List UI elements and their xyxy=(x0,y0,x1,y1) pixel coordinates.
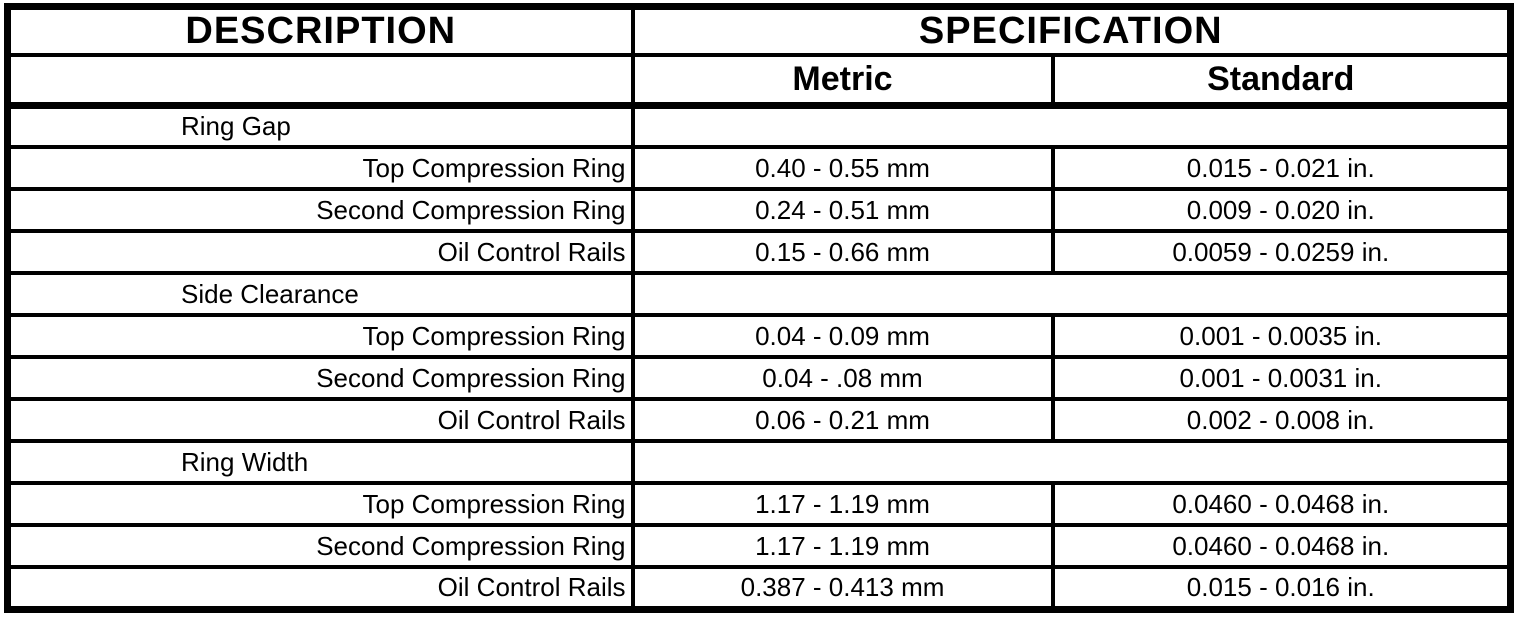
standard-value-cell: 0.009 - 0.020 in. xyxy=(1050,187,1513,233)
category-row-ring-width: Ring Width xyxy=(5,439,1513,485)
category-row-side-clearance: Side Clearance xyxy=(5,271,1513,317)
table-row: Oil Control Rails 0.387 - 0.413 mm 0.015… xyxy=(5,565,1513,611)
standard-value-cell: 0.0460 - 0.0468 in. xyxy=(1050,523,1513,569)
empty-cell xyxy=(5,53,635,109)
category-label: Side Clearance xyxy=(5,271,635,317)
item-label: Second Compression Ring xyxy=(5,523,635,569)
empty-cell xyxy=(630,271,1513,317)
metric-value-cell: 0.24 - 0.51 mm xyxy=(630,187,1055,233)
category-row-ring-gap: Ring Gap xyxy=(5,103,1513,149)
empty-cell xyxy=(630,103,1513,149)
item-label: Oil Control Rails xyxy=(5,565,635,611)
metric-value-cell: 1.17 - 1.19 mm xyxy=(630,481,1055,527)
metric-value-cell: 0.06 - 0.21 mm xyxy=(630,397,1055,443)
item-label: Top Compression Ring xyxy=(5,313,635,359)
item-label: Second Compression Ring xyxy=(5,355,635,401)
specification-header-cell: SPECIFICATION xyxy=(630,4,1513,57)
item-label: Top Compression Ring xyxy=(5,145,635,191)
standard-value-cell: 0.015 - 0.021 in. xyxy=(1050,145,1513,191)
header-row-main: DESCRIPTION SPECIFICATION xyxy=(5,4,1513,57)
standard-value-cell: 0.015 - 0.016 in. xyxy=(1050,565,1513,611)
category-label: Ring Gap xyxy=(5,103,635,149)
piston-ring-specifications-table: DESCRIPTION SPECIFICATION Metric Standar… xyxy=(4,3,1514,613)
item-label: Top Compression Ring xyxy=(5,481,635,527)
item-label: Second Compression Ring xyxy=(5,187,635,233)
metric-value-cell: 0.40 - 0.55 mm xyxy=(630,145,1055,191)
table-row: Top Compression Ring 0.40 - 0.55 mm 0.01… xyxy=(5,145,1513,191)
standard-value-cell: 0.0460 - 0.0468 in. xyxy=(1050,481,1513,527)
table-row: Second Compression Ring 0.24 - 0.51 mm 0… xyxy=(5,187,1513,233)
table-row: Top Compression Ring 1.17 - 1.19 mm 0.04… xyxy=(5,481,1513,527)
table-row: Oil Control Rails 0.15 - 0.66 mm 0.0059 … xyxy=(5,229,1513,275)
standard-header-cell: Standard xyxy=(1050,53,1513,109)
table-row: Second Compression Ring 0.04 - .08 mm 0.… xyxy=(5,355,1513,401)
table-row: Second Compression Ring 1.17 - 1.19 mm 0… xyxy=(5,523,1513,569)
standard-value-cell: 0.001 - 0.0031 in. xyxy=(1050,355,1513,401)
standard-value-cell: 0.0059 - 0.0259 in. xyxy=(1050,229,1513,275)
description-header-cell: DESCRIPTION xyxy=(5,4,635,57)
metric-header-cell: Metric xyxy=(630,53,1055,109)
table-row: Top Compression Ring 0.04 - 0.09 mm 0.00… xyxy=(5,313,1513,359)
metric-value-cell: 1.17 - 1.19 mm xyxy=(630,523,1055,569)
metric-value-cell: 0.04 - .08 mm xyxy=(630,355,1055,401)
metric-value-cell: 0.04 - 0.09 mm xyxy=(630,313,1055,359)
category-label: Ring Width xyxy=(5,439,635,485)
standard-value-cell: 0.002 - 0.008 in. xyxy=(1050,397,1513,443)
metric-value-cell: 0.387 - 0.413 mm xyxy=(630,565,1055,611)
item-label: Oil Control Rails xyxy=(5,397,635,443)
item-label: Oil Control Rails xyxy=(5,229,635,275)
metric-value-cell: 0.15 - 0.66 mm xyxy=(630,229,1055,275)
standard-value-cell: 0.001 - 0.0035 in. xyxy=(1050,313,1513,359)
empty-cell xyxy=(630,439,1513,485)
table-row: Oil Control Rails 0.06 - 0.21 mm 0.002 -… xyxy=(5,397,1513,443)
header-row-units: Metric Standard xyxy=(5,53,1513,109)
